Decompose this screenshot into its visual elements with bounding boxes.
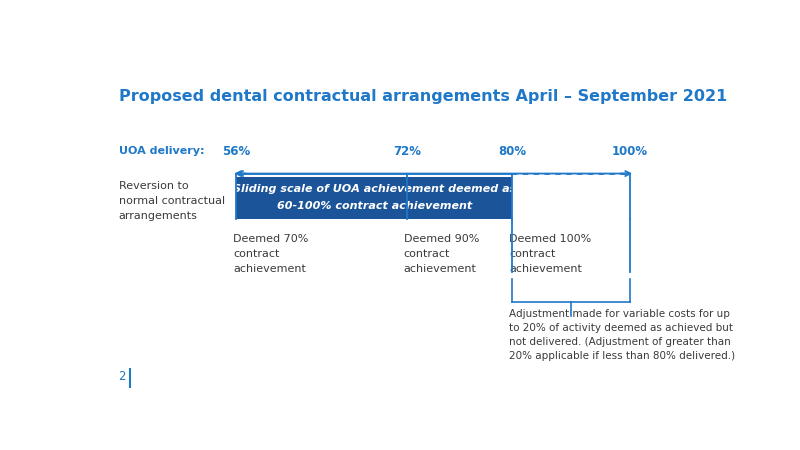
Text: Proposed dental contractual arrangements April – September 2021: Proposed dental contractual arrangements… <box>118 89 727 104</box>
Text: Adjustment made for variable costs for up
to 20% of activity deemed as achieved : Adjustment made for variable costs for u… <box>510 309 735 361</box>
Text: Deemed 90%
contract
achievement: Deemed 90% contract achievement <box>404 234 479 274</box>
Text: 80%: 80% <box>498 144 526 158</box>
Bar <box>237 177 512 219</box>
Text: 2: 2 <box>118 370 126 383</box>
Text: 60-100% contract achievement: 60-100% contract achievement <box>277 202 472 211</box>
Text: Sliding scale of UOA achievement deemed as: Sliding scale of UOA achievement deemed … <box>233 184 516 194</box>
Text: 56%: 56% <box>222 144 250 158</box>
Text: 72%: 72% <box>393 144 421 158</box>
Text: Deemed 70%
contract
achievement: Deemed 70% contract achievement <box>234 234 309 274</box>
Text: Reversion to
normal contractual
arrangements: Reversion to normal contractual arrangem… <box>118 181 225 221</box>
Text: UOA delivery:: UOA delivery: <box>118 146 204 156</box>
Text: Deemed 100%
contract
achievement: Deemed 100% contract achievement <box>510 234 591 274</box>
Text: 100%: 100% <box>612 144 648 158</box>
